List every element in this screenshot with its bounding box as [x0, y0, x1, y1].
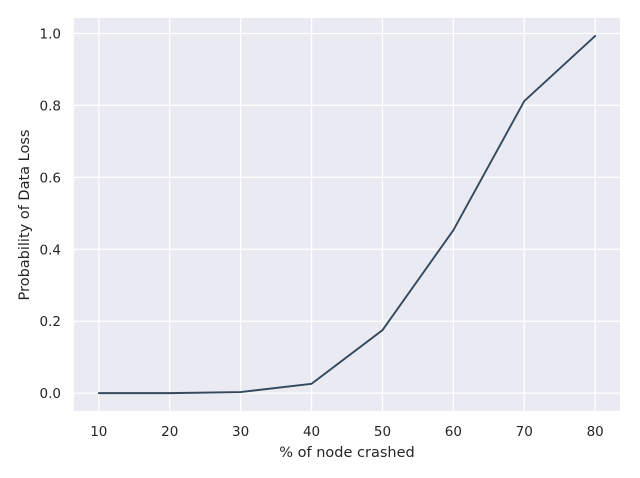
data-series — [97, 35, 597, 395]
series-line — [97, 35, 597, 395]
grid — [74, 18, 620, 411]
x-tick-label: 40 — [303, 424, 320, 440]
plot-background — [74, 18, 620, 411]
x-tick-label: 20 — [161, 424, 178, 440]
x-tick-label: 80 — [587, 424, 604, 440]
x-tick-label: 60 — [445, 424, 462, 440]
y-tick-label: 0.6 — [40, 170, 61, 186]
x-tick-label: 30 — [232, 424, 249, 440]
y-tick-label: 1.0 — [40, 26, 61, 42]
x-tick-labels: 10 20 30 40 50 60 70 80 — [90, 424, 604, 440]
x-axis-label: % of node crashed — [279, 445, 414, 461]
y-tick-labels: 0.0 0.2 0.4 0.6 0.8 1.0 — [40, 26, 61, 402]
y-tick-label: 0.4 — [40, 242, 61, 258]
y-axis-label: Probability of Data Loss — [17, 130, 33, 301]
x-tick-label: 70 — [516, 424, 533, 440]
y-tick-label: 0.8 — [40, 98, 61, 114]
y-tick-label: 0.0 — [40, 386, 61, 402]
y-tick-label: 0.2 — [40, 314, 61, 330]
x-tick-label: 10 — [90, 424, 107, 440]
x-tick-label: 50 — [374, 424, 391, 440]
